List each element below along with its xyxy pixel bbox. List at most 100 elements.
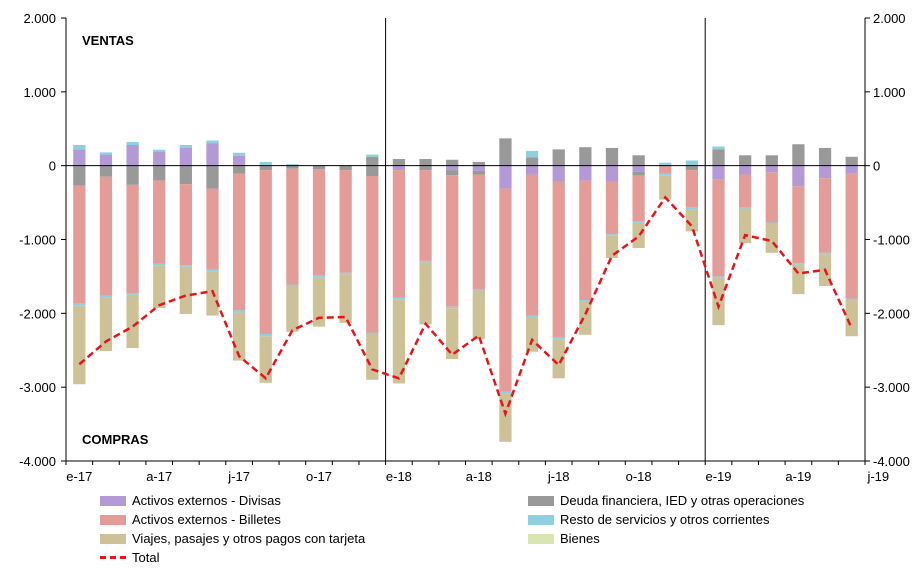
x-tick-label: j-17 xyxy=(227,469,250,484)
bar-segment xyxy=(525,315,539,318)
bar-segment xyxy=(685,207,699,210)
bar-segment xyxy=(366,176,379,333)
bar-segment xyxy=(632,222,645,248)
bar-segment xyxy=(232,312,246,361)
bar-segment xyxy=(605,181,619,235)
bar-segment xyxy=(659,175,672,200)
bar-segment xyxy=(153,152,166,166)
bar-segment xyxy=(339,274,352,323)
bar-segment xyxy=(286,286,299,332)
bar-segment xyxy=(685,170,699,208)
bar-segment xyxy=(312,275,326,278)
bar-segment xyxy=(765,223,778,253)
bar-segment xyxy=(739,207,752,209)
bar-segment xyxy=(232,173,246,311)
y-tick-label: 0 xyxy=(873,159,880,174)
total-line-layer xyxy=(78,195,853,418)
bar-segment xyxy=(312,277,326,327)
bar-segment xyxy=(739,165,752,175)
bar-segment xyxy=(712,276,725,278)
x-tick-label: o-18 xyxy=(626,469,652,484)
bar-segment xyxy=(366,165,379,177)
bar-segment xyxy=(126,294,139,349)
bar-segment xyxy=(605,235,619,258)
y-tick-label: -2.000 xyxy=(873,306,910,321)
bar-segment xyxy=(366,334,379,380)
y-tick-label: -4.000 xyxy=(19,454,56,469)
bar-segment xyxy=(525,174,539,316)
bar-segment xyxy=(73,149,86,166)
bar-segment xyxy=(739,174,752,208)
bar-segment xyxy=(499,165,512,189)
bar-segment xyxy=(446,308,459,360)
bar-segment xyxy=(286,165,299,169)
bar-segment xyxy=(99,295,113,298)
bar-segment xyxy=(232,152,246,156)
bar-segment xyxy=(419,262,432,325)
bar-segment xyxy=(99,176,113,296)
bar-segment xyxy=(366,154,379,157)
bar-segment xyxy=(579,301,592,335)
bar-segment xyxy=(446,159,459,166)
bar-segment xyxy=(605,234,619,236)
bar-segment xyxy=(179,144,192,148)
bar-segment xyxy=(632,171,645,176)
bar-segment xyxy=(179,184,192,266)
bar-segment xyxy=(206,143,219,166)
bar-segment xyxy=(392,170,406,298)
bar-segment xyxy=(845,298,858,301)
bar-segment xyxy=(206,269,219,272)
bar-segment xyxy=(792,165,805,187)
bar-segment xyxy=(712,165,725,180)
bar-segment xyxy=(712,179,725,277)
bar-segment xyxy=(419,260,432,263)
bar-segment xyxy=(446,165,459,171)
bar-segment xyxy=(286,168,299,285)
bar-layer xyxy=(73,138,858,442)
x-tick-label: a-17 xyxy=(146,469,172,484)
bar-segment xyxy=(499,391,512,394)
annotation-compras: COMPRAS xyxy=(82,432,149,447)
bar-segment xyxy=(472,165,485,171)
bar-segment xyxy=(153,149,166,153)
bar-segment xyxy=(339,165,352,171)
y-tick-label: -4.000 xyxy=(873,454,910,469)
bar-segment xyxy=(739,155,752,166)
bar-segment xyxy=(765,172,778,223)
bar-segment xyxy=(153,263,166,266)
bar-segment xyxy=(392,165,406,171)
bar-segment xyxy=(712,149,725,166)
bar-segment xyxy=(845,165,858,174)
bar-segment xyxy=(126,142,139,145)
bar-segment xyxy=(73,144,86,150)
bar-segment xyxy=(419,159,432,166)
bar-segment xyxy=(206,140,219,144)
bar-segment xyxy=(419,170,432,261)
bar-segment xyxy=(552,181,565,338)
bar-segment xyxy=(126,293,139,295)
y-tick-label: -3.000 xyxy=(19,380,56,395)
bar-segment xyxy=(659,162,672,165)
y-tick-label: -1.000 xyxy=(873,233,910,248)
bar-segment xyxy=(765,222,778,224)
bar-segment xyxy=(525,157,539,166)
bar-segment xyxy=(632,165,645,172)
bar-segment xyxy=(818,252,832,255)
bar-segment xyxy=(259,334,272,337)
bar-segment xyxy=(366,332,379,335)
bar-segment xyxy=(472,170,485,175)
y-tick-label: 1.000 xyxy=(873,85,906,100)
bar-segment xyxy=(552,149,565,166)
bar-segment xyxy=(286,164,299,166)
bar-segment xyxy=(232,155,246,166)
bar-segment xyxy=(552,337,565,340)
total-line xyxy=(78,195,853,418)
bar-segment xyxy=(99,165,113,177)
bar-segment xyxy=(206,165,219,189)
bar-segment xyxy=(579,147,592,166)
bar-segment xyxy=(153,265,166,309)
bar-segment xyxy=(179,265,192,267)
x-tick-label: e-17 xyxy=(66,469,92,484)
x-tick-label: j-19 xyxy=(866,469,889,484)
